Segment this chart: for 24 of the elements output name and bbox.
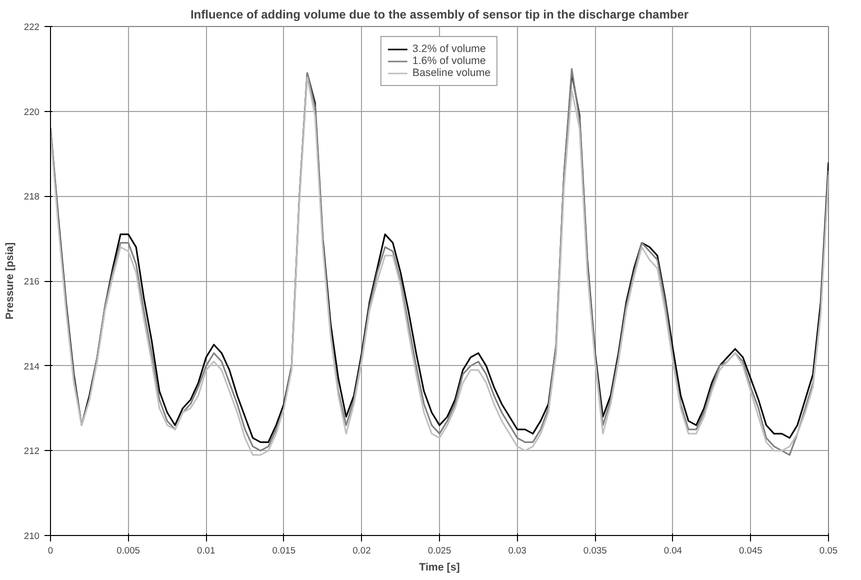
x-tick-label: 0.03 <box>508 546 526 556</box>
x-tick-label: 0.01 <box>197 546 216 556</box>
y-tick-label: 218 <box>24 192 40 202</box>
x-tick-label: 0.05 <box>819 546 838 556</box>
legend-label: 3.2% of volume <box>412 43 486 55</box>
y-tick-label: 216 <box>24 276 40 286</box>
chart-title: Influence of adding volume due to the assembly of sensor tip in the discharge chamber <box>190 8 689 22</box>
x-tick-label: 0.015 <box>272 546 296 556</box>
x-tick-label: 0 <box>48 546 54 556</box>
x-axis-title: Time [s] <box>419 562 460 574</box>
y-tick-label: 210 <box>24 531 40 541</box>
x-tick-label: 0.005 <box>116 546 140 556</box>
x-tick-label: 0.035 <box>583 546 607 556</box>
x-tick-label: 0.02 <box>352 546 371 556</box>
y-tick-label: 220 <box>24 106 40 117</box>
x-tick-label: 0.025 <box>428 546 452 556</box>
y-tick-label: 212 <box>24 446 40 456</box>
x-tick-label: 0.045 <box>739 546 762 556</box>
y-axis-title: Pressure [psia] <box>4 242 16 320</box>
legend-label: Baseline volume <box>412 67 491 79</box>
x-tick-label: 0.04 <box>664 546 682 556</box>
y-tick-label: 214 <box>24 361 40 372</box>
y-tick-label: 222 <box>24 22 40 32</box>
legend-label: 1.6% of volume <box>412 55 486 67</box>
